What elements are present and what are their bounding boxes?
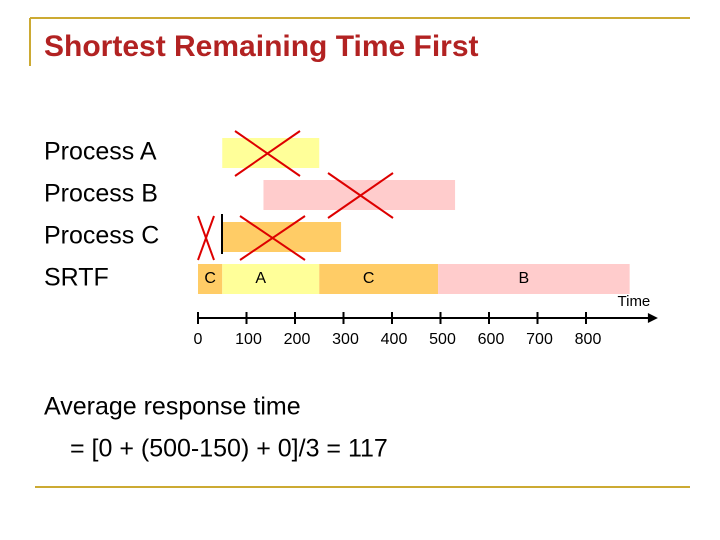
axis-arrow [647, 313, 658, 323]
segment-label: B [519, 270, 530, 287]
tick-label: 800 [575, 331, 602, 348]
tick-label: 100 [235, 331, 262, 348]
srtf-segment [222, 264, 320, 294]
tick-label: 700 [526, 331, 553, 348]
cross [239, 215, 306, 261]
segment-label: C [363, 270, 375, 287]
axis-label: Time [618, 293, 651, 310]
row-label: Process B [44, 180, 158, 208]
srtf-segment [198, 264, 223, 294]
srtf-segment [319, 264, 439, 294]
row-label: Process C [44, 222, 159, 250]
segment-label: C [204, 270, 216, 287]
cross [234, 130, 301, 177]
formula-line: Average response time [44, 393, 301, 421]
title: Shortest Remaining Time First [44, 30, 479, 63]
row-label: SRTF [44, 264, 109, 292]
tick-label: 500 [429, 331, 456, 348]
tick-label: 0 [194, 331, 203, 348]
row-label: Process A [44, 138, 157, 166]
cross [197, 215, 215, 261]
process-bar [222, 222, 342, 252]
cross-marks [197, 130, 394, 261]
tick-label: 200 [284, 331, 311, 348]
process-bar [222, 138, 320, 168]
segment-label: A [255, 270, 266, 287]
srtf-segment [438, 264, 630, 294]
tick-label: 400 [381, 331, 408, 348]
tick-label: 600 [478, 331, 505, 348]
tick-label: 300 [332, 331, 359, 348]
cross [327, 172, 394, 219]
formula-line: = [0 + (500-150) + 0]/3 = 117 [70, 435, 388, 463]
